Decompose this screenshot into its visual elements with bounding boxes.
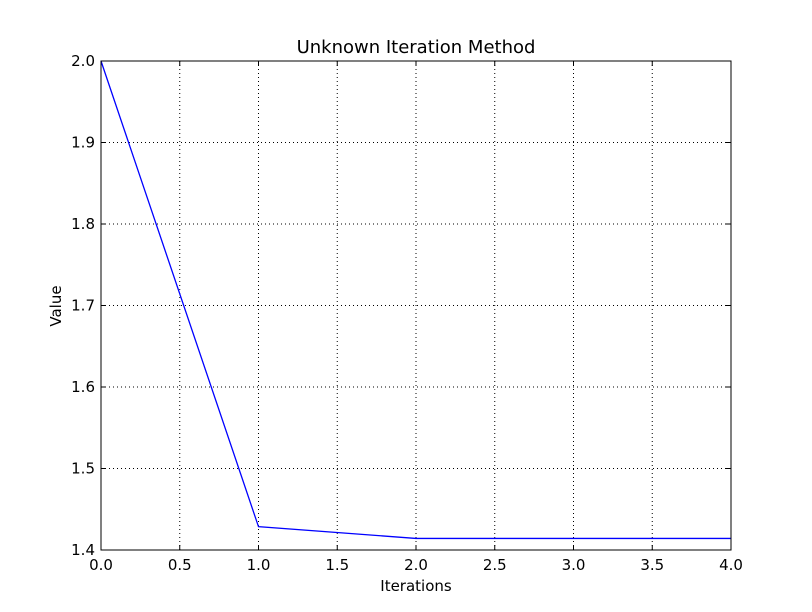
- y-tick-label: 1.7: [71, 297, 95, 315]
- tick-marks: [100, 60, 732, 551]
- x-tick-label: 3.5: [640, 556, 664, 574]
- y-tick-label: 1.8: [71, 215, 95, 233]
- x-tick-label: 1.0: [247, 556, 271, 574]
- y-axis-label: Value: [47, 285, 65, 326]
- x-tick-label: 0.0: [89, 556, 113, 574]
- x-tick-label: 4.0: [719, 556, 743, 574]
- x-tick-label: 2.5: [483, 556, 507, 574]
- y-tick-label: 2.0: [71, 52, 95, 70]
- x-tick-label: 3.0: [562, 556, 586, 574]
- grid-lines: [101, 61, 731, 550]
- x-tick-label: 2.0: [404, 556, 428, 574]
- x-tick-label: 0.5: [168, 556, 192, 574]
- x-tick-label: 1.5: [325, 556, 349, 574]
- y-tick-label: 1.5: [71, 460, 95, 478]
- x-tick-labels: 0.0 0.5 1.0 1.5 2.0 2.5 3.0 3.5 4.0: [89, 556, 743, 574]
- y-tick-label: 1.9: [71, 134, 95, 152]
- y-tick-label: 1.4: [71, 541, 95, 559]
- x-axis-label: Iterations: [380, 577, 452, 595]
- series-layer: [100, 60, 731, 540]
- y-tick-labels: 1.4 1.5 1.6 1.7 1.8 1.9 2.0: [71, 52, 95, 559]
- series-line: [100, 60, 731, 540]
- chart-title: Unknown Iteration Method: [297, 37, 536, 58]
- y-tick-label: 1.6: [71, 378, 95, 396]
